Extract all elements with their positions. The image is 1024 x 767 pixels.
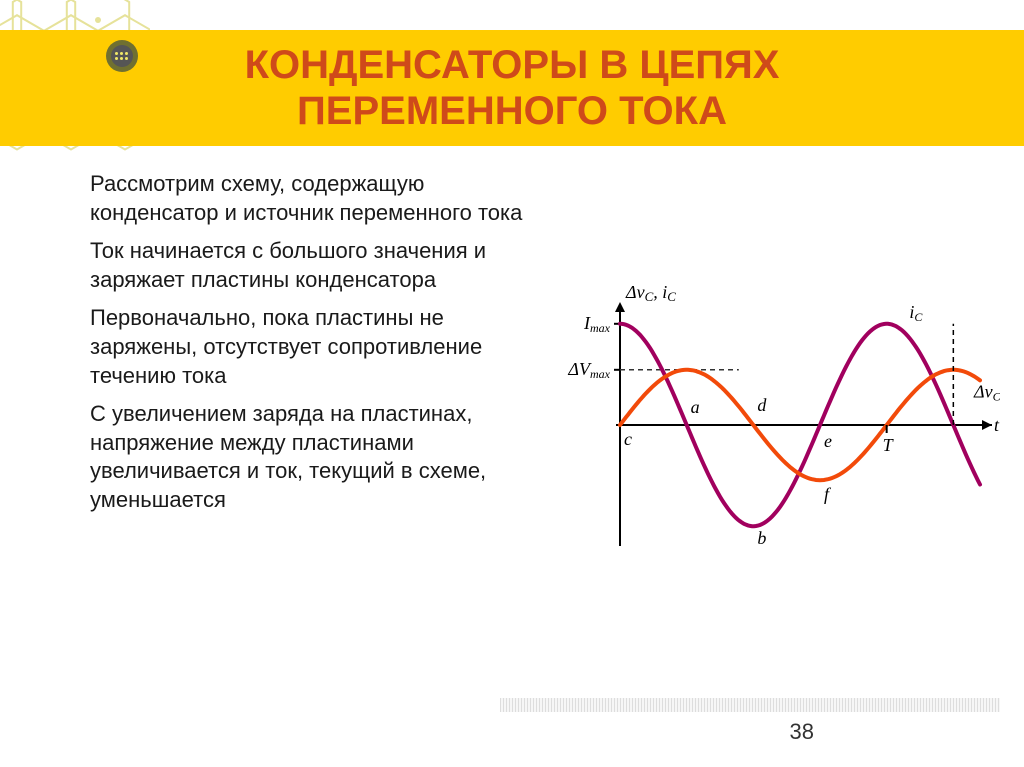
svg-text:Imax: Imax <box>583 313 611 335</box>
phase-chart: ΔvC, iC t Imax ΔVmax a b e c d f iC ΔvC T <box>550 270 1000 610</box>
svg-text:ΔvC: ΔvC <box>973 381 1000 403</box>
shadow-bar <box>500 698 1000 712</box>
svg-text:f: f <box>824 484 832 504</box>
svg-text:iC: iC <box>909 302 923 324</box>
body-text: Рассмотрим схему, содержащую конденсатор… <box>90 170 530 525</box>
title-line-2: ПЕРЕМЕННОГО ТОКА <box>297 89 727 133</box>
paragraph: С увеличением заряда на пластинах, напря… <box>90 400 530 514</box>
chart-svg: ΔvC, iC t Imax ΔVmax a b e c d f iC ΔvC T <box>550 270 1000 610</box>
svg-text:d: d <box>757 395 767 415</box>
svg-text:T: T <box>883 435 895 455</box>
svg-text:t: t <box>994 415 1000 435</box>
slide-bullet-icon <box>106 40 138 72</box>
svg-text:c: c <box>624 429 632 449</box>
paragraph: Рассмотрим схему, содержащую конденсатор… <box>90 170 530 227</box>
page-title: КОНДЕНСАТОРЫ В ЦЕПЯХ ПЕРЕМЕННОГО ТОКА <box>245 42 780 134</box>
title-line-1: КОНДЕНСАТОРЫ В ЦЕПЯХ <box>245 43 780 87</box>
bullet-dots <box>115 52 128 60</box>
paragraph: Ток начинается с большого значения и зар… <box>90 237 530 294</box>
page-number: 38 <box>790 719 814 745</box>
svg-text:b: b <box>757 528 766 548</box>
svg-text:a: a <box>691 397 700 417</box>
svg-text:ΔvC, iC: ΔvC, iC <box>625 282 676 304</box>
svg-text:e: e <box>824 431 832 451</box>
paragraph: Первоначально, пока пластины не заряжены… <box>90 304 530 390</box>
svg-text:ΔVmax: ΔVmax <box>567 359 610 381</box>
bullet-ring <box>111 45 133 67</box>
title-band: КОНДЕНСАТОРЫ В ЦЕПЯХ ПЕРЕМЕННОГО ТОКА <box>0 30 1024 146</box>
